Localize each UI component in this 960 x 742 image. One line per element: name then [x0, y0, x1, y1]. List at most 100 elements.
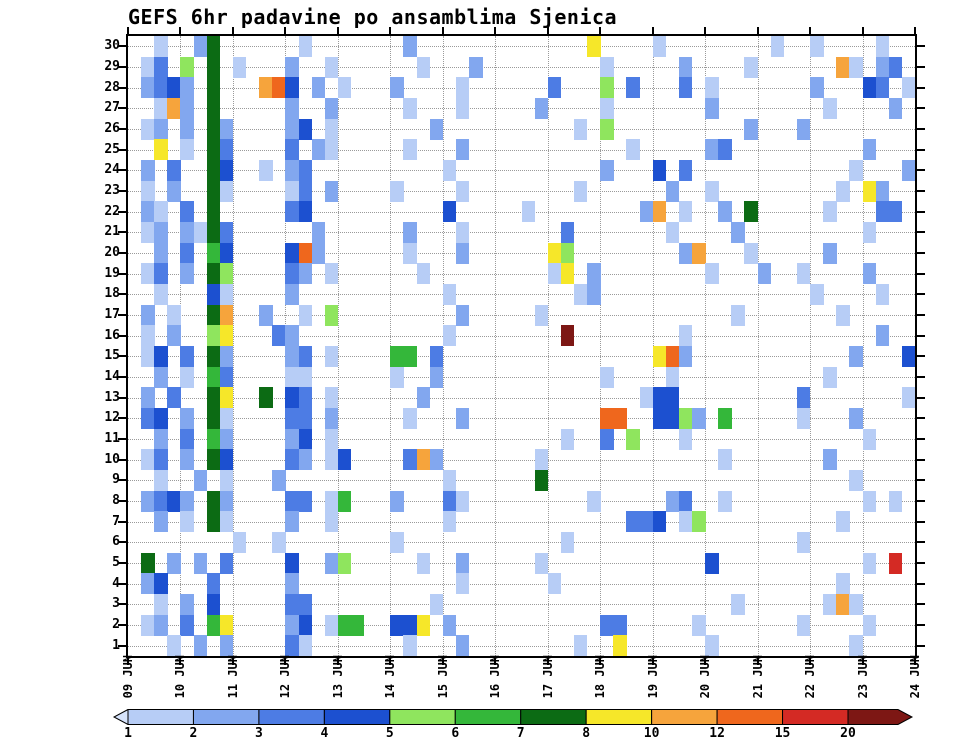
heatmap-cell	[534, 552, 549, 574]
heatmap-cell	[167, 180, 181, 202]
heatmap-cell	[311, 139, 326, 161]
heatmap-cell	[298, 387, 313, 409]
heatmap-cell	[141, 387, 155, 409]
heatmap-cell	[416, 449, 431, 471]
colorbar-segment	[389, 709, 456, 725]
y-axis-label: 20	[104, 245, 120, 260]
heatmap-cell	[285, 490, 299, 512]
y-tick-left	[118, 438, 126, 440]
heatmap-cell	[180, 346, 194, 368]
heatmap-cell	[613, 408, 627, 430]
heatmap-cell	[141, 180, 155, 202]
heatmap-cell	[298, 594, 313, 616]
heatmap-cell	[350, 614, 365, 636]
heatmap-cell	[888, 98, 903, 120]
y-axis-label: 30	[104, 38, 120, 54]
x-tick-top	[861, 27, 864, 34]
heatmap-cell	[770, 36, 785, 58]
heatmap-cell	[862, 263, 877, 285]
heatmap-cell	[285, 263, 299, 285]
heatmap-cell	[206, 366, 221, 388]
gridline-horizontal	[128, 459, 915, 461]
y-tick-right	[917, 86, 925, 89]
heatmap-cell	[206, 201, 221, 223]
y-axis-label: 3	[112, 596, 120, 612]
heatmap-cell	[810, 284, 824, 306]
heatmap-cell	[154, 573, 168, 595]
heatmap-cell	[547, 263, 562, 285]
heatmap-cell	[154, 284, 168, 306]
gridline-horizontal	[128, 521, 915, 523]
heatmap-cell	[285, 408, 299, 430]
y-axis-label: 28	[104, 79, 120, 95]
y-axis-label: 25	[104, 141, 120, 157]
heatmap-cell	[613, 635, 627, 656]
y-tick-left	[118, 562, 126, 564]
heatmap-cell	[744, 201, 758, 223]
colorbar-label: 15	[774, 726, 791, 741]
y-tick-right	[917, 603, 925, 606]
heatmap-cell	[534, 449, 549, 471]
heatmap-cell	[298, 346, 313, 368]
heatmap-cell	[154, 470, 168, 492]
heatmap-cell	[154, 346, 168, 368]
y-tick-left	[118, 45, 126, 48]
heatmap-cell	[206, 449, 221, 471]
heatmap-cell	[692, 408, 706, 430]
gridline-horizontal	[128, 273, 915, 275]
heatmap-cell	[810, 36, 824, 58]
heatmap-cell	[206, 408, 221, 430]
y-tick-right	[917, 624, 925, 626]
y-axis-label: 2	[112, 617, 120, 632]
gridline-horizontal	[128, 294, 915, 296]
heatmap-cell	[560, 263, 575, 285]
heatmap-cell	[626, 139, 640, 161]
heatmap-cell	[600, 77, 614, 99]
heatmap-cell	[285, 635, 299, 656]
heatmap-cell	[390, 180, 404, 202]
colorbar-label: 6	[451, 726, 460, 741]
heatmap-cell	[337, 490, 352, 512]
y-tick-right	[917, 541, 925, 544]
heatmap-cell	[573, 635, 588, 656]
heatmap-cell	[324, 180, 339, 202]
heatmap-cell	[285, 56, 299, 78]
heatmap-cell	[206, 490, 221, 512]
heatmap-cell	[416, 263, 431, 285]
y-tick-left	[118, 334, 126, 337]
heatmap-cell	[298, 180, 313, 202]
heatmap-cell	[823, 242, 837, 264]
y-tick-left	[118, 231, 126, 234]
heatmap-cell	[206, 77, 221, 99]
heatmap-cell	[180, 222, 194, 244]
heatmap-cell	[324, 428, 339, 450]
heatmap-cell	[587, 263, 601, 285]
y-tick-left	[118, 272, 126, 275]
heatmap-cell	[665, 366, 680, 388]
heatmap-cell	[455, 573, 470, 595]
y-tick-right	[917, 128, 925, 130]
heatmap-cell	[285, 573, 299, 595]
heatmap-cell	[455, 635, 470, 656]
heatmap-cell	[167, 77, 181, 99]
x-tick-bottom	[231, 658, 234, 665]
heatmap-cell	[862, 614, 877, 636]
heatmap-cell	[390, 614, 404, 636]
colorbar-segment	[192, 709, 260, 725]
heatmap-cell	[206, 98, 221, 120]
heatmap-cell	[180, 201, 194, 223]
heatmap-cell	[547, 573, 562, 595]
heatmap-cell	[154, 201, 168, 223]
gridline-horizontal	[128, 108, 915, 110]
y-axis-label: 12	[104, 410, 120, 426]
heatmap-cell	[219, 428, 234, 450]
heatmap-cell	[141, 263, 155, 285]
y-tick-left	[118, 417, 126, 420]
heatmap-cell	[141, 56, 155, 78]
heatmap-cell	[167, 635, 181, 656]
gridline-horizontal	[128, 542, 915, 544]
y-tick-left	[118, 500, 126, 502]
colorbar-label: 4	[320, 726, 329, 741]
y-tick-left	[118, 252, 126, 254]
gridline-horizontal	[128, 563, 915, 564]
